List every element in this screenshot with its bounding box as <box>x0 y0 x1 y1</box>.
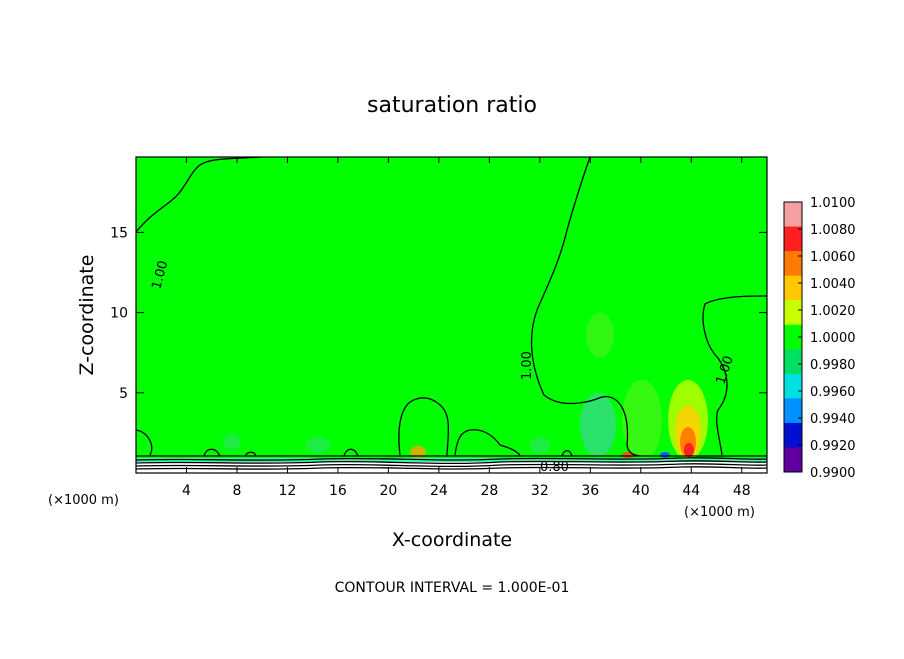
contour-line <box>135 463 768 468</box>
colorbar-swatch <box>784 398 802 424</box>
colorbar-label: 0.9920 <box>810 439 856 454</box>
colorbar-swatch <box>784 373 802 399</box>
x-tick-label: 24 <box>430 483 448 499</box>
x-tick-label: 12 <box>279 483 297 499</box>
colorbar-label: 0.9900 <box>810 466 856 481</box>
x-tick-label: 36 <box>581 483 599 499</box>
plot-frame <box>135 156 768 474</box>
colorbar-swatch <box>784 275 802 301</box>
colorbar-swatch <box>784 349 802 375</box>
x-tick-label: 32 <box>531 483 549 499</box>
colorbar-swatch <box>784 422 802 448</box>
colorbar-swatch <box>784 447 802 473</box>
colorbar-label: 1.0000 <box>810 331 856 346</box>
y-axis-label: Z-coordinate <box>76 255 98 376</box>
x-unit-right: (×1000 m) <box>684 505 755 520</box>
chart-title: saturation ratio <box>367 93 537 118</box>
colorbar-label: 1.0080 <box>810 223 856 238</box>
x-tick-label: 16 <box>329 483 347 499</box>
contour-line <box>244 451 257 457</box>
field-blob <box>306 437 330 453</box>
x-tick-label: 48 <box>733 483 751 499</box>
colorbar-swatch <box>784 226 802 252</box>
colorbar-label: 0.9960 <box>810 385 856 400</box>
field-blob <box>410 446 426 458</box>
contour-line <box>530 156 641 457</box>
x-tick-label: 40 <box>632 483 650 499</box>
field-blob <box>660 452 670 458</box>
x-tick-label: 28 <box>480 483 498 499</box>
contour-line <box>135 457 768 461</box>
field-blob <box>684 443 694 457</box>
colorbar-label: 0.9940 <box>810 412 856 427</box>
contour-label: 0.80 <box>540 460 569 475</box>
contour-interval-note: CONTOUR INTERVAL = 1.000E-01 <box>335 580 570 596</box>
contour-line <box>203 448 221 457</box>
field-blob <box>580 393 616 457</box>
contour-label: 1.00 <box>149 259 171 291</box>
x-tick-label: 8 <box>232 483 241 499</box>
field-blob <box>622 380 662 460</box>
colorbar-swatch <box>784 300 802 326</box>
colorbar: 1.0100 1.0080 1.0060 1.0040 1.0020 1.0000 0.99… <box>783 196 856 481</box>
contour-line <box>135 466 768 470</box>
field-blob <box>530 437 550 453</box>
x-axis-label: X-coordinate <box>392 529 512 551</box>
contour-line <box>561 450 573 457</box>
contour-line <box>135 156 263 233</box>
contour-line <box>135 460 768 465</box>
colorbar-label: 1.0020 <box>810 304 856 319</box>
contour-line <box>398 397 450 456</box>
colorbar-swatch <box>784 324 802 350</box>
y-tick-label: 10 <box>110 306 128 322</box>
contour-label: 1.00 <box>520 351 535 380</box>
field-strip <box>136 462 767 473</box>
colorbar-label: 0.9980 <box>810 358 856 373</box>
contour-line <box>454 429 521 456</box>
contour-line <box>702 295 768 456</box>
y-tick-label: 5 <box>119 386 128 402</box>
colorbar-label: 1.0100 <box>810 196 856 211</box>
colorbar-swatch <box>784 202 802 228</box>
x-tick-label: 4 <box>182 483 191 499</box>
y-tick-label: 15 <box>110 225 128 241</box>
x-tick-label: 44 <box>682 483 700 499</box>
field-blob <box>223 434 241 450</box>
x-tick-label: 20 <box>379 483 397 499</box>
contours <box>135 156 768 470</box>
plot-area: 1.00 1.00 1.00 0.80 <box>135 156 768 475</box>
field-blob <box>586 313 614 357</box>
colorbar-swatch <box>784 251 802 277</box>
x-axis: 4 8 12 16 20 24 28 32 36 40 44 48 <box>182 157 751 499</box>
x-unit-left: (×1000 m) <box>48 493 119 508</box>
contour-line <box>343 448 359 457</box>
colorbar-label: 1.0060 <box>810 250 856 265</box>
y-axis: 5 10 15 <box>110 225 767 402</box>
colorbar-label: 1.0040 <box>810 277 856 292</box>
contour-line <box>135 429 153 456</box>
